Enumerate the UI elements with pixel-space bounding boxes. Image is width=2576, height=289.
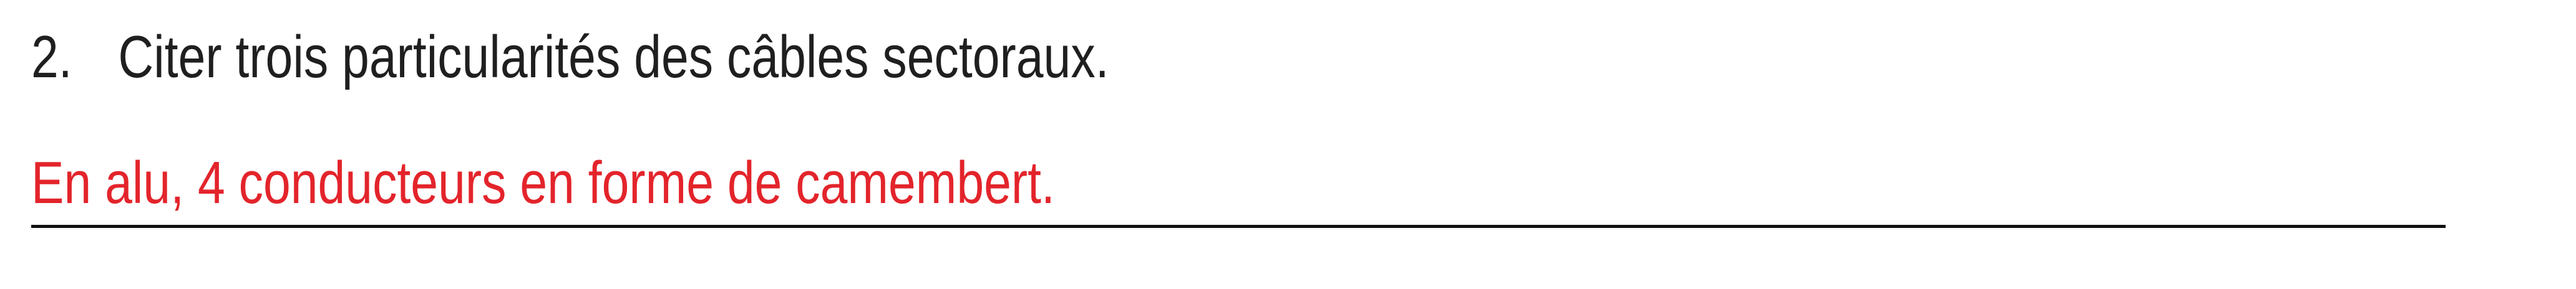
answer-text: En alu, 4 conducteurs en forme de camemb… — [31, 149, 1055, 216]
answer-line: En alu, 4 conducteurs en forme de camemb… — [31, 148, 2446, 228]
question-number: 2. — [31, 24, 72, 90]
question-text: Citer trois particularités des câbles se… — [118, 24, 1109, 90]
question: 2. Citer trois particularités des câbles… — [31, 27, 1109, 115]
answer-underline — [31, 225, 2446, 228]
